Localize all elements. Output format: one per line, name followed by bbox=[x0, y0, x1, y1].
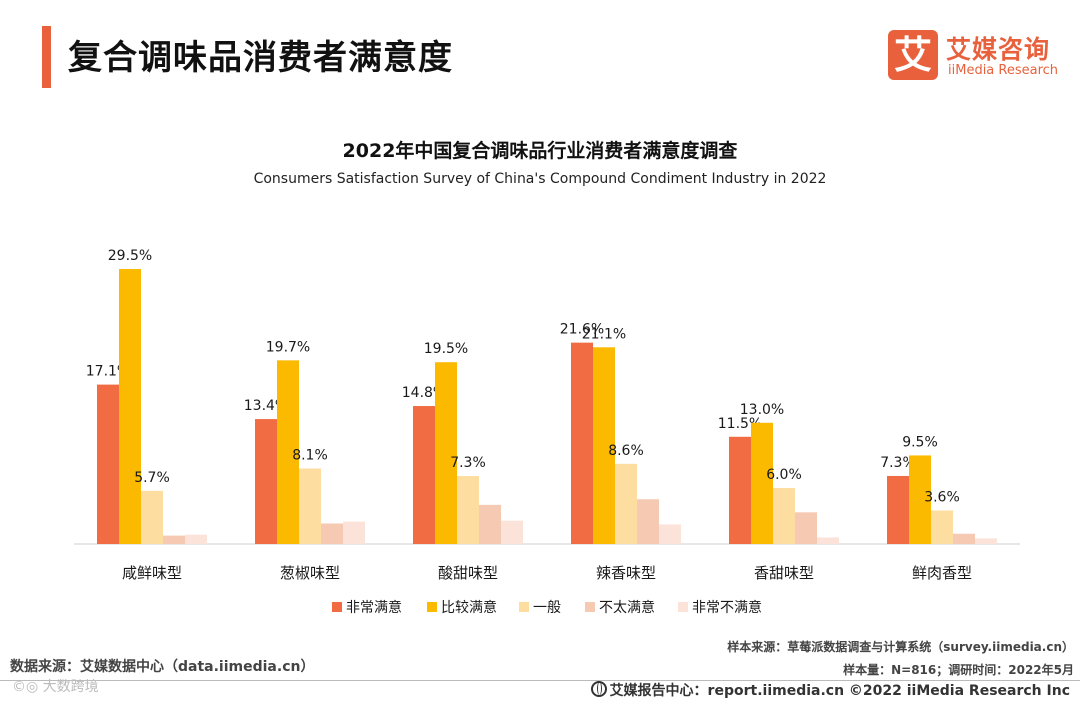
legend-label: 不太满意 bbox=[599, 599, 655, 616]
watermark: ©◎ 大数跨境 bbox=[12, 679, 99, 695]
bar bbox=[299, 468, 321, 544]
bar bbox=[637, 499, 659, 544]
legend-swatch bbox=[427, 602, 437, 612]
bar bbox=[975, 538, 997, 544]
legend-swatch bbox=[332, 602, 342, 612]
bar bbox=[435, 362, 457, 544]
bar bbox=[931, 510, 953, 544]
data-label: 3.6% bbox=[924, 489, 960, 505]
legend-swatch bbox=[585, 602, 595, 612]
data-label: 21.1% bbox=[582, 326, 626, 342]
bar bbox=[795, 512, 817, 544]
title-accent-bar bbox=[42, 26, 51, 88]
bar bbox=[571, 342, 593, 544]
data-label: 7.3% bbox=[450, 455, 486, 471]
bar bbox=[119, 269, 141, 544]
legend-swatch bbox=[519, 602, 529, 612]
data-label: 8.1% bbox=[292, 447, 328, 463]
bar bbox=[185, 534, 207, 544]
bar bbox=[97, 384, 119, 544]
data-label: 6.0% bbox=[766, 467, 802, 483]
data-label: 8.6% bbox=[608, 443, 644, 459]
bar bbox=[163, 535, 185, 544]
x-tick-label: 辣香味型 bbox=[596, 564, 656, 582]
page-title: 复合调味品消费者满意度 bbox=[68, 38, 453, 78]
legend-label: 比较满意 bbox=[441, 599, 497, 616]
bar bbox=[277, 360, 299, 544]
x-tick-label: 酸甜味型 bbox=[438, 564, 498, 582]
chart-subtitle: Consumers Satisfaction Survey of China's… bbox=[253, 171, 827, 187]
bar bbox=[343, 521, 365, 544]
chart-title: 2022年中国复合调味品行业消费者满意度调查 bbox=[342, 140, 738, 162]
sample-info: 样本量：N=816；调研时间：2022年5月 bbox=[843, 663, 1074, 677]
iimedia-logo: 艾 艾媒咨询 iiMedia Research bbox=[888, 30, 1078, 82]
legend-swatch bbox=[678, 602, 688, 612]
bar bbox=[659, 524, 681, 544]
legend-label: 非常不满意 bbox=[692, 599, 762, 616]
data-source: 数据来源：艾媒数据中心（data.iimedia.cn） bbox=[10, 659, 315, 675]
data-label: 5.7% bbox=[134, 470, 170, 486]
bar bbox=[457, 475, 479, 544]
legend-label: 一般 bbox=[533, 600, 561, 616]
bar bbox=[887, 475, 909, 544]
logo-mark: 艾 bbox=[888, 30, 938, 80]
bar bbox=[413, 406, 435, 544]
bar bbox=[501, 520, 523, 544]
data-label: 29.5% bbox=[108, 248, 152, 264]
bar bbox=[255, 419, 277, 544]
legend-label: 非常满意 bbox=[346, 599, 402, 616]
bar bbox=[729, 436, 751, 544]
bar bbox=[479, 504, 501, 544]
data-label: 7.3% bbox=[880, 455, 916, 471]
data-label: 9.5% bbox=[902, 434, 938, 450]
x-tick-label: 鲜肉香型 bbox=[912, 564, 972, 582]
bar bbox=[751, 422, 773, 544]
logo-name-cn: 艾媒咨询 bbox=[946, 35, 1051, 64]
footer-divider bbox=[0, 680, 1080, 681]
x-tick-label: 葱椒味型 bbox=[280, 564, 340, 582]
report-center-text: 艾媒报告中心：report.iimedia.cn ©2022 iiMedia R… bbox=[609, 683, 1070, 699]
data-label: 21.6% bbox=[560, 322, 604, 338]
x-tick-label: 咸鲜味型 bbox=[122, 564, 182, 582]
bar bbox=[141, 490, 163, 544]
bar bbox=[593, 347, 615, 544]
bar bbox=[909, 455, 931, 544]
data-label: 13.0% bbox=[740, 402, 784, 418]
data-label: 19.5% bbox=[424, 341, 468, 357]
sample-source: 样本来源：草莓派数据调查与计算系统（survey.iimedia.cn） bbox=[727, 640, 1074, 654]
footer-report-center: 艾媒报告中心：report.iimedia.cn ©2022 iiMedia R… bbox=[590, 680, 1070, 700]
bar bbox=[321, 523, 343, 544]
data-label: 19.7% bbox=[266, 339, 310, 355]
bar bbox=[953, 533, 975, 544]
logo-name-en: iiMedia Research bbox=[948, 63, 1059, 78]
globe-icon bbox=[590, 681, 607, 697]
bar bbox=[817, 537, 839, 544]
bar bbox=[773, 488, 795, 544]
bar bbox=[615, 463, 637, 544]
x-tick-label: 香甜味型 bbox=[754, 564, 814, 582]
